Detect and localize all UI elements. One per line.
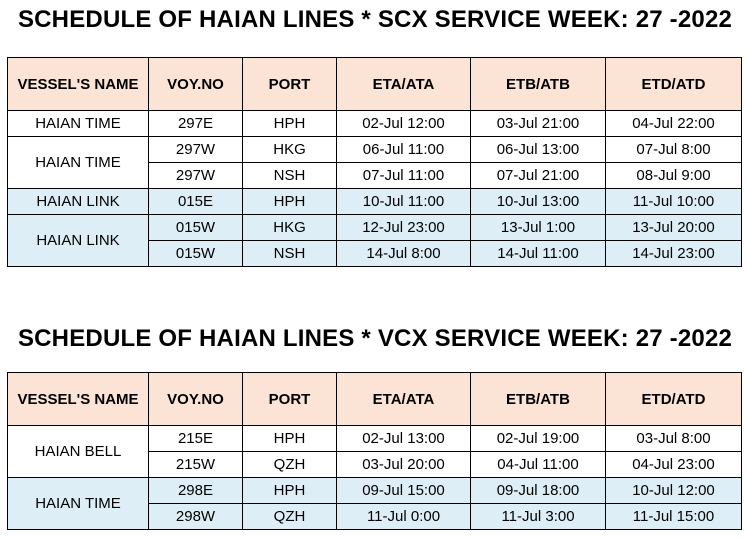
etb-cell: 11-Jul 3:00 (470, 503, 606, 530)
etb-cell: 13-Jul 1:00 (470, 214, 606, 241)
etb-cell: 09-Jul 18:00 (470, 477, 606, 504)
voyage-number-cell: 298W (148, 503, 243, 530)
eta-cell: 07-Jul 11:00 (336, 162, 471, 189)
eta-cell: 03-Jul 20:00 (336, 451, 471, 478)
header-eta-ata: ETA/ATA (336, 372, 471, 426)
vcx-schedule-title: SCHEDULE OF HAIAN LINES * VCX SERVICE WE… (17, 325, 733, 352)
header-etb-atb: ETB/ATB (470, 57, 606, 111)
voyage-number-cell: 297W (148, 162, 243, 189)
vessel-name-cell: HAIAN BELL (7, 425, 149, 478)
etd-cell: 04-Jul 22:00 (605, 110, 742, 137)
header-voy-no: VOY.NO (148, 372, 243, 426)
eta-cell: 11-Jul 0:00 (336, 503, 471, 530)
scx-schedule-table: VESSEL'S NAME VOY.NO PORT ETA/ATA ETB/AT… (7, 57, 742, 267)
port-cell: QZH (242, 451, 337, 478)
voyage-number-cell: 215W (148, 451, 243, 478)
table-row: HAIAN LINK 015E HPH 10-Jul 11:00 10-Jul 13:0… (7, 188, 742, 215)
header-etb-atb: ETB/ATB (470, 372, 606, 426)
port-cell: HPH (242, 188, 337, 215)
vessel-name-cell: HAIAN TIME (7, 136, 149, 189)
etb-cell: 03-Jul 21:00 (470, 110, 606, 137)
voyage-number-cell: 298E (148, 477, 243, 504)
voyage-number-cell: 297W (148, 136, 243, 163)
etd-cell: 13-Jul 20:00 (605, 214, 742, 241)
eta-cell: 02-Jul 12:00 (336, 110, 471, 137)
table-row: 298W QZH 11-Jul 0:00 11-Jul 3:00 11-Jul 15:0… (8, 503, 742, 530)
etd-cell: 08-Jul 9:00 (605, 162, 742, 189)
header-etd-atd: ETD/ATD (605, 57, 742, 111)
eta-cell: 10-Jul 11:00 (336, 188, 471, 215)
port-cell: HKG (242, 214, 337, 241)
voyage-number-cell: 015W (148, 214, 243, 241)
header-etd-atd: ETD/ATD (605, 372, 742, 426)
etb-cell: 04-Jul 11:00 (470, 451, 606, 478)
scx-schedule-title: SCHEDULE OF HAIAN LINES * SCX SERVICE WE… (17, 6, 733, 33)
etd-cell: 10-Jul 12:00 (605, 477, 742, 504)
voyage-number-cell: 015E (148, 188, 243, 215)
voyage-number-cell: 015W (148, 240, 243, 267)
table-row: HAIAN TIME 297E HPH 02-Jul 12:00 03-Jul 21:0… (7, 110, 742, 137)
table-header-row: VESSEL'S NAME VOY.NO PORT ETA/ATA ETB/AT… (7, 57, 742, 111)
header-port: PORT (242, 372, 337, 426)
header-port: PORT (242, 57, 337, 111)
table-row: 297W NSH 07-Jul 11:00 07-Jul 21:00 08-Jul 9:… (8, 162, 742, 189)
etd-cell: 07-Jul 8:00 (605, 136, 742, 163)
etb-cell: 02-Jul 19:00 (470, 425, 606, 452)
table-row: 215W QZH 03-Jul 20:00 04-Jul 11:00 04-Jul 23… (8, 451, 742, 478)
vessel-name-cell: HAIAN LINK (7, 214, 149, 267)
header-eta-ata: ETA/ATA (336, 57, 471, 111)
header-vessel-name: VESSEL'S NAME (7, 372, 149, 426)
vessel-name-cell: HAIAN TIME (7, 477, 149, 530)
port-cell: NSH (242, 240, 337, 267)
etd-cell: 03-Jul 8:00 (605, 425, 742, 452)
port-cell: HPH (242, 477, 337, 504)
eta-cell: 12-Jul 23:00 (336, 214, 471, 241)
port-cell: HKG (242, 136, 337, 163)
vcx-schedule-table: VESSEL'S NAME VOY.NO PORT ETA/ATA ETB/AT… (7, 372, 742, 530)
voyage-number-cell: 215E (148, 425, 243, 452)
header-voy-no: VOY.NO (148, 57, 243, 111)
port-cell: NSH (242, 162, 337, 189)
eta-cell: 09-Jul 15:00 (336, 477, 471, 504)
port-cell: QZH (242, 503, 337, 530)
vessel-name-cell: HAIAN TIME (7, 110, 149, 137)
etd-cell: 04-Jul 23:00 (605, 451, 742, 478)
eta-cell: 06-Jul 11:00 (336, 136, 471, 163)
eta-cell: 14-Jul 8:00 (336, 240, 471, 267)
table-row: HAIAN BELL 215E HPH 02-Jul 13:00 02-Jul 19:0… (7, 425, 742, 478)
eta-cell: 02-Jul 13:00 (336, 425, 471, 452)
etd-cell: 14-Jul 23:00 (605, 240, 742, 267)
etd-cell: 11-Jul 10:00 (605, 188, 742, 215)
table-header-row: VESSEL'S NAME VOY.NO PORT ETA/ATA ETB/AT… (7, 372, 742, 426)
table-row: HAIAN TIME 297W HKG 06-Jul 11:00 06-Jul 13:0… (7, 136, 742, 189)
etb-cell: 07-Jul 21:00 (470, 162, 606, 189)
table-row: HAIAN TIME 298E HPH 09-Jul 15:00 09-Jul 18:0… (7, 477, 742, 530)
header-vessel-name: VESSEL'S NAME (7, 57, 149, 111)
voyage-number-cell: 297E (148, 110, 243, 137)
vessel-name-cell: HAIAN LINK (7, 188, 149, 215)
port-cell: HPH (242, 425, 337, 452)
table-row: HAIAN LINK 015W HKG 12-Jul 23:00 13-Jul 1:00… (7, 214, 742, 267)
table-row: 015W NSH 14-Jul 8:00 14-Jul 11:00 14-Jul 23:… (8, 240, 742, 267)
etd-cell: 11-Jul 15:00 (605, 503, 742, 530)
etb-cell: 14-Jul 11:00 (470, 240, 606, 267)
etb-cell: 10-Jul 13:00 (470, 188, 606, 215)
port-cell: HPH (242, 110, 337, 137)
etb-cell: 06-Jul 13:00 (470, 136, 606, 163)
